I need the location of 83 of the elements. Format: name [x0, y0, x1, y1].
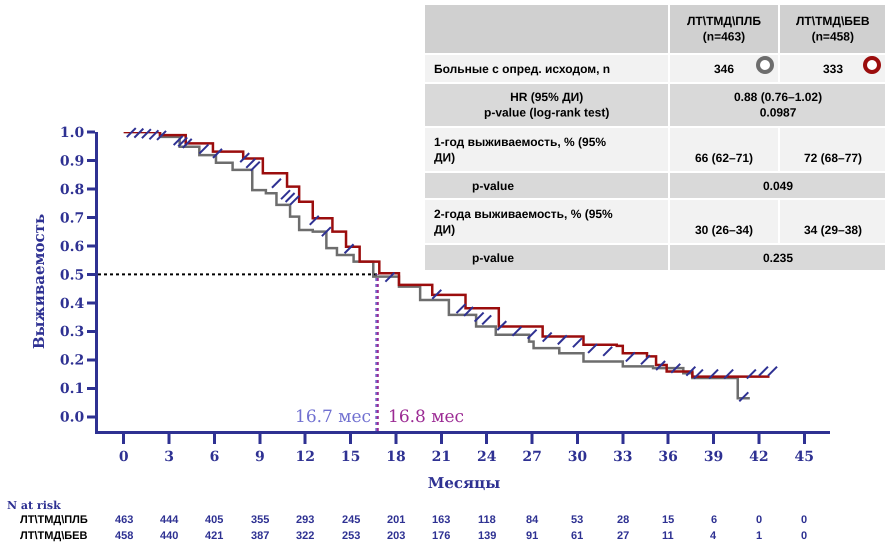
y-tick-label: 0.4: [60, 296, 84, 312]
annotation: 30 (26–34): [695, 223, 754, 237]
ref-line-label: 16.8 мес: [388, 407, 464, 427]
text: 0.88 (0.76–1.02) 0.0987: [734, 90, 822, 120]
text: 421: [205, 530, 224, 542]
x-tick-label: 33: [613, 448, 633, 465]
text: 201: [387, 514, 406, 526]
annotation: 1-год выживаемость, % (95% ДИ): [434, 135, 606, 165]
text: 463: [115, 514, 134, 526]
text: Больные с опред. исходом, n: [434, 62, 610, 76]
text: 163: [432, 514, 450, 526]
x-tick-label: 30: [568, 448, 588, 465]
x-tick-label: 0: [118, 448, 129, 465]
x-tick-label: 9: [254, 448, 265, 465]
text: 6: [711, 514, 718, 526]
text: 176: [432, 530, 450, 542]
x-tick-label: 15: [340, 448, 360, 465]
x-tick-label: 3: [164, 448, 174, 465]
text: ЛТ\ТМД\БЕВ (n=458): [796, 14, 870, 44]
y-tick-label: 0.0: [60, 410, 84, 426]
text: 15: [662, 514, 674, 526]
x-tick-label: 24: [476, 448, 497, 465]
y-axis-title: Выживаемость: [30, 214, 48, 350]
text: 458: [115, 530, 134, 542]
text: ЛТ\ТМД\ПЛБ (n=463): [687, 14, 762, 44]
x-tick-label: 6: [210, 448, 220, 465]
y-tick-label: 0.9: [60, 153, 84, 170]
annotation: 34 (29–38): [804, 223, 862, 237]
text: 253: [342, 530, 360, 542]
ref-line-label: 16.7 мес: [295, 407, 372, 427]
text: 322: [296, 530, 314, 542]
annotation: p-value: [472, 251, 514, 265]
annotation: 72 (68–77): [804, 151, 862, 165]
text: HR (95% ДИ) p-value (log-rank test): [484, 90, 610, 120]
text: 444: [160, 514, 180, 526]
text: 0: [801, 514, 808, 526]
y-tick-label: 0.7: [60, 210, 84, 226]
text: N at risk: [7, 499, 62, 512]
x-tick-label: 21: [432, 448, 452, 465]
text: 1: [756, 530, 762, 542]
text: 27: [617, 530, 630, 542]
x-tick-label: 39: [704, 448, 724, 465]
text: 245: [342, 514, 360, 526]
y-tick-label: 0.6: [60, 238, 84, 255]
text: 0: [756, 514, 762, 526]
y-tick-label: 0.3: [60, 324, 84, 340]
text: 0: [801, 530, 808, 542]
annotation: 66 (62–71): [695, 151, 754, 165]
annotation: 0.049: [763, 179, 794, 193]
text: 355: [251, 514, 270, 526]
text: 405: [205, 514, 224, 526]
text: 387: [251, 530, 270, 542]
x-tick-label: 18: [386, 448, 406, 465]
x-tick-label: 42: [749, 448, 769, 465]
annotation: p-value: [472, 179, 514, 193]
text: 203: [387, 530, 406, 542]
x-tick-label: 36: [658, 448, 678, 465]
text: 53: [571, 514, 584, 526]
y-tick-label: 1.0: [60, 124, 84, 141]
text: 118: [478, 514, 496, 526]
y-tick-label: 0.2: [60, 352, 84, 369]
y-tick-label: 0.5: [60, 267, 84, 284]
x-tick-label: 12: [295, 448, 315, 465]
text: ЛТ\ТМД\БЕВ: [20, 530, 88, 542]
x-tick-label: 27: [522, 448, 542, 465]
text: 84: [526, 514, 540, 526]
text: 11: [662, 530, 674, 542]
text: 333: [823, 62, 844, 76]
y-tick-label: 0.1: [60, 381, 84, 398]
y-tick-label: 0.8: [60, 182, 84, 198]
text: 61: [571, 530, 584, 542]
text: 4: [710, 530, 717, 542]
text: 28: [617, 514, 630, 526]
annotation: 2-года выживаемость, % (95% ДИ): [434, 207, 614, 237]
text: 139: [478, 530, 496, 542]
text: 293: [296, 514, 314, 526]
x-tick-label: 45: [794, 448, 814, 465]
text: 440: [160, 530, 178, 542]
text: ЛТ\ТМД\ПЛБ: [20, 514, 88, 526]
text: 91: [526, 530, 538, 542]
text: 346: [714, 62, 734, 76]
x-axis-title: Месяцы: [428, 474, 500, 492]
annotation: 0.235: [763, 251, 794, 265]
